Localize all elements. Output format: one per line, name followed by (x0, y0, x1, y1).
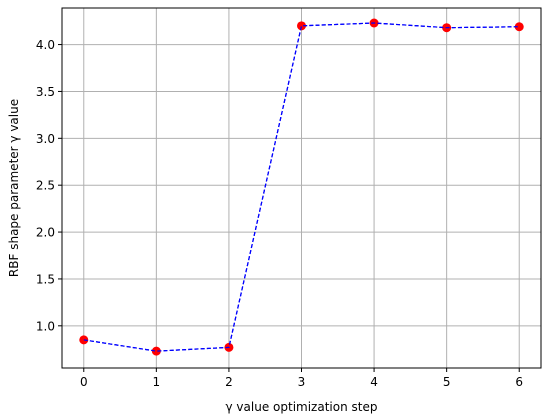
x-tick-label: 4 (370, 375, 378, 389)
x-tick-label: 2 (225, 375, 233, 389)
data-point (514, 22, 524, 32)
data-point (297, 21, 306, 31)
plot-frame (61, 7, 542, 369)
x-tick-label: 1 (153, 375, 161, 389)
y-tick-label: 2.0 (36, 226, 55, 240)
y-tick-label: 4.0 (36, 38, 55, 52)
y-tick-label: 1.5 (36, 272, 55, 286)
y-tick-label: 2.5 (36, 179, 55, 193)
y-tick-label: 1.0 (36, 319, 55, 333)
grid (62, 8, 541, 368)
y-tick-label: 3.0 (36, 132, 55, 146)
series-line-overlay (83, 22, 520, 352)
x-tick-label: 0 (80, 375, 88, 389)
y-axis-label: RBF shape parameter γ value (7, 99, 21, 277)
x-tick-label: 3 (298, 375, 306, 389)
series (79, 18, 524, 356)
ticks: 0 1 2 3 4 5 6 1.0 1.5 2.0 2.5 3.0 3.5 4.0 (36, 38, 523, 389)
y-tick-label: 3.5 (36, 85, 55, 99)
x-tick-label: 5 (443, 375, 451, 389)
x-axis-label: γ value optimization step (226, 400, 378, 414)
x-tick-label: 6 (515, 375, 523, 389)
data-point (151, 346, 161, 356)
